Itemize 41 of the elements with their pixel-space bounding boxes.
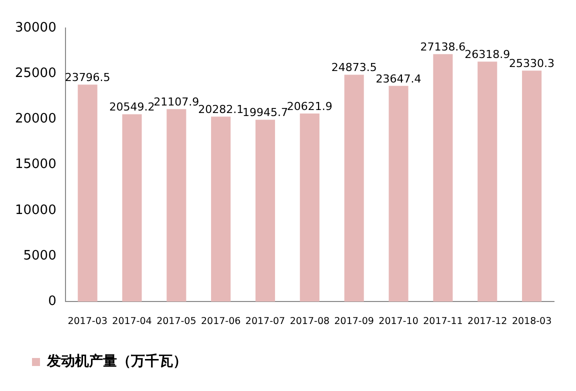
bar [122,114,142,302]
data-label: 20282.1 [198,102,244,116]
bar [478,62,498,302]
x-tick-label: 2017-10 [378,316,418,327]
x-tick-label: 2017-08 [290,316,330,327]
x-tick-label: 2017-06 [200,316,241,327]
bar [78,84,98,302]
data-label: 21107.9 [154,95,200,108]
data-label: 19945.7 [242,106,288,120]
data-label: 20621.9 [286,100,332,113]
y-tick-label: 15000 [14,157,56,172]
bar [433,54,453,302]
x-tick-label: 2018-03 [512,316,552,327]
data-label: 25330.3 [509,56,555,70]
data-label: 24873.5 [331,61,377,74]
y-tick-label: 0 [48,294,56,309]
y-tick-label: 25000 [14,66,56,81]
data-label: 23647.4 [376,72,422,86]
x-tick-label: 2017-04 [112,316,152,327]
bar [166,109,186,302]
data-label: 27138.6 [420,40,466,54]
y-tick-label: 5000 [23,248,56,264]
data-label: 26318.9 [464,48,510,61]
bar [388,86,408,302]
data-label: 23796.5 [64,70,110,84]
x-tick-label: 2017-07 [245,316,286,327]
y-tick-label: 20000 [14,112,56,127]
bar [255,120,276,302]
bar [344,74,364,302]
legend-label: 发动机产量（万千瓦） [46,352,187,370]
x-tick-label: 2017-03 [68,316,108,327]
y-tick-label: 30000 [14,20,56,36]
bar [522,70,542,302]
y-tick-label: 10000 [14,202,56,218]
data-label: 20549.2 [109,100,155,114]
x-tick-label: 2017-12 [468,316,508,327]
x-tick-label: 2017-09 [334,316,374,327]
bar [300,114,320,302]
x-tick-label: 2017-11 [423,316,463,327]
x-tick-label: 2017-05 [156,316,196,327]
bar [211,116,231,302]
